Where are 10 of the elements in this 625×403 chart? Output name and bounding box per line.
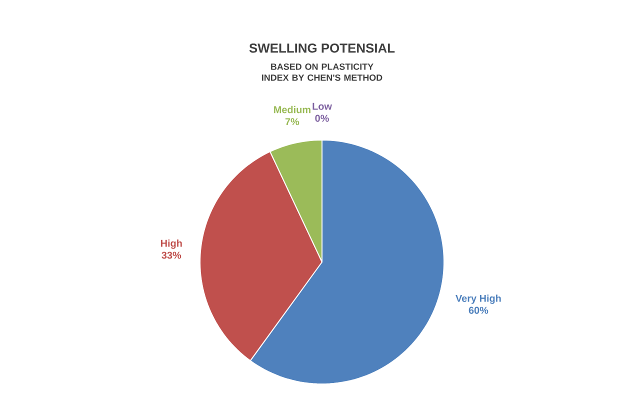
data-label: 33%: [162, 252, 182, 259]
chart-subtitle: BASED ON PLASTICITY INDEX BY CHEN'S METHOD: [262, 64, 382, 81]
data-label: 60%: [468, 306, 488, 314]
slice-label: High: [160, 239, 182, 249]
data-label: 7%: [285, 118, 300, 126]
slice-label: Very High: [456, 294, 501, 304]
category-label: Low: [312, 102, 332, 110]
chart-title: SWELLING POTENSIAL: [249, 44, 395, 53]
text: 0%: [315, 114, 329, 122]
slice-label: Medium: [274, 106, 310, 114]
